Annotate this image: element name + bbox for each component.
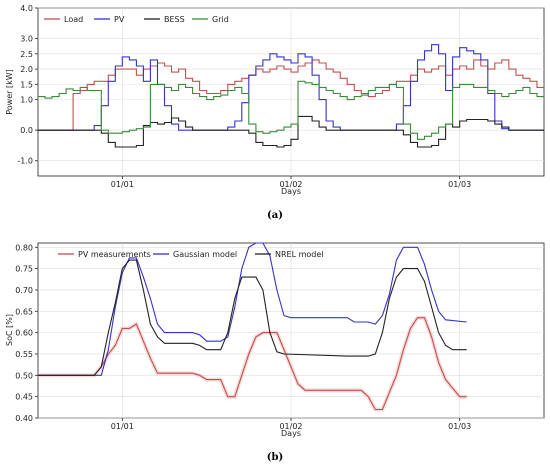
x-tick-label: 01/01 bbox=[111, 180, 134, 189]
y-tick-label: 3.0 bbox=[20, 35, 33, 44]
series-lines-b bbox=[38, 242, 467, 412]
legend-label: Load bbox=[64, 15, 83, 24]
x-tick-label: 01/03 bbox=[448, 422, 471, 431]
legend-label: PV measurements bbox=[78, 250, 151, 259]
legend-label: PV bbox=[114, 15, 125, 24]
caption-b: (b) bbox=[267, 452, 283, 463]
series-line-bess bbox=[38, 115, 544, 148]
legend-label: NREL model bbox=[275, 250, 324, 259]
y-ticks-b: 0.40 0.45 0.50 0.55 0.60 0.65 0.70 0.75 0.80 bbox=[15, 243, 38, 423]
x-ticks-a: 01/01 01/02 01/03 bbox=[111, 176, 471, 189]
y-tick-label: 4.0 bbox=[20, 4, 33, 13]
legend-label: Grid bbox=[212, 15, 229, 24]
y-tick-label: 0.65 bbox=[15, 307, 33, 316]
y-tick-label: 0.45 bbox=[15, 393, 33, 402]
y-tick-label: 1.5 bbox=[20, 80, 33, 89]
x-tick-label: 01/03 bbox=[448, 180, 471, 189]
y-tick-label: 0.80 bbox=[15, 243, 33, 252]
series-line-nrel-model bbox=[38, 259, 467, 376]
legend-b: PV measurements Gaussian model NREL model bbox=[58, 250, 324, 259]
y-tick-label: 0.40 bbox=[15, 414, 33, 423]
x-ticks-b: 01/01 01/02 01/03 bbox=[111, 418, 471, 431]
x-tick-label: 01/02 bbox=[279, 180, 302, 189]
legend-label: Gaussian model bbox=[173, 250, 237, 259]
series-line-pv bbox=[38, 44, 544, 131]
y-tick-label: 1.0 bbox=[20, 96, 33, 105]
x-axis-label-a: Days bbox=[281, 187, 301, 196]
y-tick-label: 2.0 bbox=[20, 65, 33, 74]
x-tick-label: 01/01 bbox=[111, 422, 134, 431]
y-tick-label: 0.60 bbox=[15, 329, 33, 338]
legend-a: Load PV BESS Grid bbox=[44, 15, 229, 24]
x-axis-label-b: Days bbox=[281, 429, 301, 438]
y-tick-label: -1.0 bbox=[17, 157, 33, 166]
y-axis-label-a: Power [kW] bbox=[5, 69, 14, 115]
x-tick-label: 01/02 bbox=[279, 422, 302, 431]
series-line-pv-measurements bbox=[38, 317, 467, 411]
y-tick-label: 0.55 bbox=[15, 350, 33, 359]
chart-soc: 0.40 0.45 0.50 0.55 0.60 0.65 0.70 0.75 0.80 01/… bbox=[5, 242, 545, 463]
series-line-grid bbox=[38, 80, 544, 140]
y-tick-label: 0.70 bbox=[15, 286, 33, 295]
series-line-gaussian-model bbox=[38, 242, 467, 376]
chart-power: -1.00.01.01.52.02.53.04.0 01/01 01/02 01/0… bbox=[5, 4, 545, 221]
y-tick-label: 0.0 bbox=[20, 126, 33, 135]
series-lines-a bbox=[38, 44, 544, 148]
y-ticks-a: -1.0 0.0 1.0 1.5 2.0 2.5 3.0 4.0 bbox=[17, 4, 38, 166]
caption-a: (a) bbox=[267, 210, 283, 221]
legend-label: BESS bbox=[164, 15, 185, 24]
y-tick-label: 2.5 bbox=[20, 50, 33, 59]
y-tick-label: 0.75 bbox=[15, 265, 33, 274]
y-tick-label: 0.50 bbox=[15, 371, 33, 380]
y-axis-label-b: SoC [%] bbox=[5, 314, 14, 346]
